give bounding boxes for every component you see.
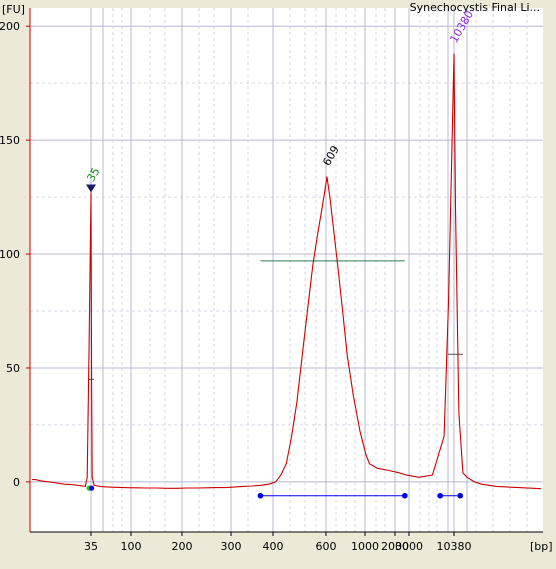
x-tick-label: 300 (221, 540, 242, 553)
y-tick-label: 50 (6, 362, 20, 375)
x-tick-label: 100 (121, 540, 142, 553)
x-tick-label: 3000 (395, 540, 423, 553)
lower-marker-point (89, 485, 95, 491)
y-axis-label: [FU] (2, 3, 25, 16)
plot-area (30, 8, 543, 532)
region-marker-start (437, 492, 444, 499)
x-tick-label: 200 (172, 540, 193, 553)
peak-label: 35 (84, 165, 102, 184)
x-tick-label: 10380 (437, 540, 472, 553)
electropherogram-trace (32, 53, 542, 490)
region-marker-end (457, 492, 464, 499)
y-tick-label: 100 (0, 248, 20, 261)
x-tick-label: 1000 (351, 540, 379, 553)
x-tick-label: 35 (84, 540, 98, 553)
y-tick-label: 200 (0, 20, 20, 33)
region-marker-start (257, 492, 264, 499)
x-tick-label: 400 (263, 540, 284, 553)
y-tick-labels: 0 50 100 150 200 (0, 20, 30, 489)
grid (30, 8, 543, 532)
y-tick-label: 0 (13, 476, 20, 489)
region-marker-end (402, 492, 408, 499)
y-tick-label: 150 (0, 134, 20, 147)
chart-title: Synechocystis Final Li... (410, 1, 540, 14)
x-tick-label: 600 (316, 540, 337, 553)
x-tick-label: 2000 (381, 540, 409, 553)
x-axis-label: [bp] (530, 540, 553, 553)
lower-marker-triangle (86, 184, 96, 193)
